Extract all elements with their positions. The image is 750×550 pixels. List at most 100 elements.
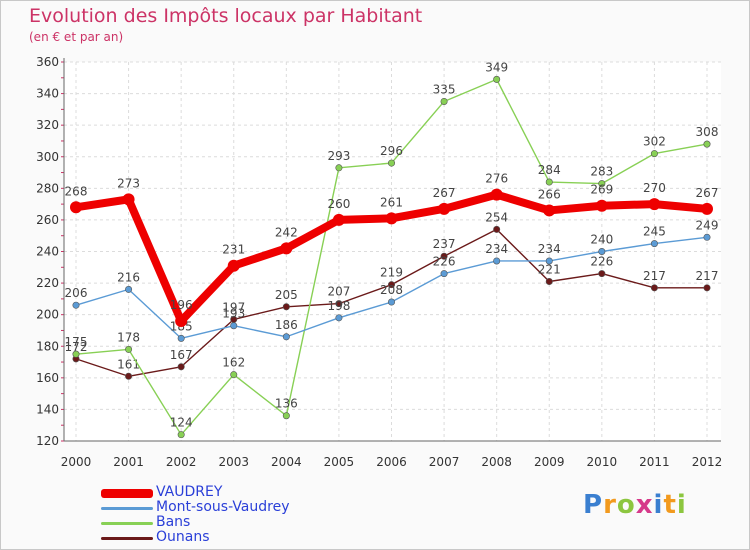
x-tick-label: 2004 (271, 455, 302, 469)
chart-title: Evolution des Impôts locaux par Habitant (29, 5, 423, 27)
data-point-mont-sous-vaudrey (177, 334, 185, 342)
data-label-vaudrey: 260 (327, 197, 350, 211)
data-label-mont-sous-vaudrey: 216 (117, 270, 140, 284)
data-label-mont-sous-vaudrey: 186 (275, 318, 298, 332)
logo-letter: i (676, 490, 687, 520)
y-tick-label: 340 (36, 87, 59, 101)
data-point-mont-sous-vaudrey (72, 301, 80, 309)
y-tick-label: 260 (36, 213, 59, 227)
data-point-mont-sous-vaudrey (703, 233, 711, 241)
data-point-ounans (282, 303, 290, 311)
y-tick-label: 160 (36, 371, 59, 385)
legend-label-bans: Bans (156, 514, 191, 530)
x-tick-label: 2006 (376, 455, 407, 469)
logo-letter: i (653, 490, 664, 520)
data-point-bans (282, 412, 290, 420)
data-label-vaudrey: 268 (65, 184, 88, 198)
data-point-bans (387, 159, 395, 167)
data-label-ounans: 161 (117, 357, 140, 371)
data-point-vaudrey (648, 198, 661, 211)
x-tick-label: 2009 (534, 455, 565, 469)
data-point-ounans (703, 284, 711, 292)
data-point-bans (703, 140, 711, 148)
legend-swatch-ounans (101, 537, 153, 540)
data-point-ounans (387, 281, 395, 289)
data-label-vaudrey: 270 (643, 181, 666, 195)
logo-letter: r (603, 490, 617, 520)
data-point-ounans (440, 252, 448, 260)
data-point-mont-sous-vaudrey (230, 322, 238, 330)
data-point-bans (72, 350, 80, 358)
y-tick-label: 120 (36, 434, 59, 448)
data-point-mont-sous-vaudrey (493, 257, 501, 265)
data-point-ounans (125, 372, 133, 380)
data-label-vaudrey: 242 (275, 225, 298, 239)
data-point-mont-sous-vaudrey (125, 285, 133, 293)
data-label-mont-sous-vaudrey: 198 (327, 299, 350, 313)
data-point-vaudrey (543, 204, 556, 217)
data-label-bans: 284 (538, 163, 561, 177)
data-point-ounans (493, 225, 501, 233)
data-point-vaudrey (280, 242, 293, 255)
data-label-ounans: 237 (433, 237, 456, 251)
data-point-mont-sous-vaudrey (650, 240, 658, 248)
data-point-mont-sous-vaudrey (335, 314, 343, 322)
data-point-mont-sous-vaudrey (598, 248, 606, 256)
data-point-ounans (335, 300, 343, 308)
data-label-ounans: 217 (696, 269, 719, 283)
proxiti-logo: Proxiti (583, 490, 687, 520)
data-label-ounans: 167 (170, 348, 193, 362)
data-label-mont-sous-vaudrey: 249 (696, 218, 719, 232)
data-point-vaudrey (227, 259, 240, 272)
data-label-bans: 283 (590, 165, 613, 179)
data-point-vaudrey (175, 314, 188, 327)
data-point-ounans (177, 363, 185, 371)
logo-letter: o (616, 490, 636, 520)
data-label-ounans: 207 (327, 285, 350, 299)
data-label-mont-sous-vaudrey: 206 (65, 286, 88, 300)
data-point-ounans (545, 278, 553, 286)
logo-letter: t (663, 490, 677, 520)
data-label-bans: 178 (117, 330, 140, 344)
legend-swatch-bans (101, 522, 153, 525)
data-label-bans: 124 (170, 416, 193, 430)
data-label-bans: 349 (485, 60, 508, 74)
data-point-mont-sous-vaudrey (545, 257, 553, 265)
data-point-bans (650, 150, 658, 158)
y-tick-label: 180 (36, 339, 59, 353)
legend-swatch-vaudrey (101, 489, 153, 498)
data-point-bans (335, 164, 343, 172)
data-label-ounans: 226 (590, 255, 613, 269)
data-label-vaudrey: 269 (590, 183, 613, 197)
x-tick-label: 2008 (481, 455, 512, 469)
data-label-vaudrey: 267 (433, 186, 456, 200)
data-point-vaudrey (385, 212, 398, 225)
legend-label-vaudrey: VAUDREY (156, 484, 223, 500)
data-point-vaudrey (490, 188, 503, 201)
data-point-bans (545, 178, 553, 186)
y-tick-label: 200 (36, 308, 59, 322)
data-label-vaudrey: 231 (222, 243, 245, 257)
data-label-bans: 175 (65, 335, 88, 349)
data-point-mont-sous-vaudrey (387, 298, 395, 306)
data-label-bans: 308 (696, 125, 719, 139)
x-tick-label: 2003 (218, 455, 249, 469)
legend-label-ounans: Ounans (156, 529, 210, 545)
data-label-ounans: 197 (222, 300, 245, 314)
data-label-vaudrey: 276 (485, 172, 508, 186)
data-label-ounans: 221 (538, 263, 561, 277)
data-label-vaudrey: 261 (380, 195, 403, 209)
data-label-bans: 136 (275, 397, 298, 411)
data-label-bans: 293 (327, 149, 350, 163)
data-label-vaudrey: 196 (170, 298, 193, 312)
y-tick-label: 280 (36, 181, 59, 195)
data-point-bans (177, 431, 185, 439)
data-label-mont-sous-vaudrey: 226 (433, 255, 456, 269)
data-point-ounans (650, 284, 658, 292)
y-tick-label: 300 (36, 150, 59, 164)
y-tick-label: 360 (36, 55, 59, 69)
data-label-vaudrey: 266 (538, 187, 561, 201)
y-tick-label: 140 (36, 402, 59, 416)
data-point-bans (230, 371, 238, 379)
